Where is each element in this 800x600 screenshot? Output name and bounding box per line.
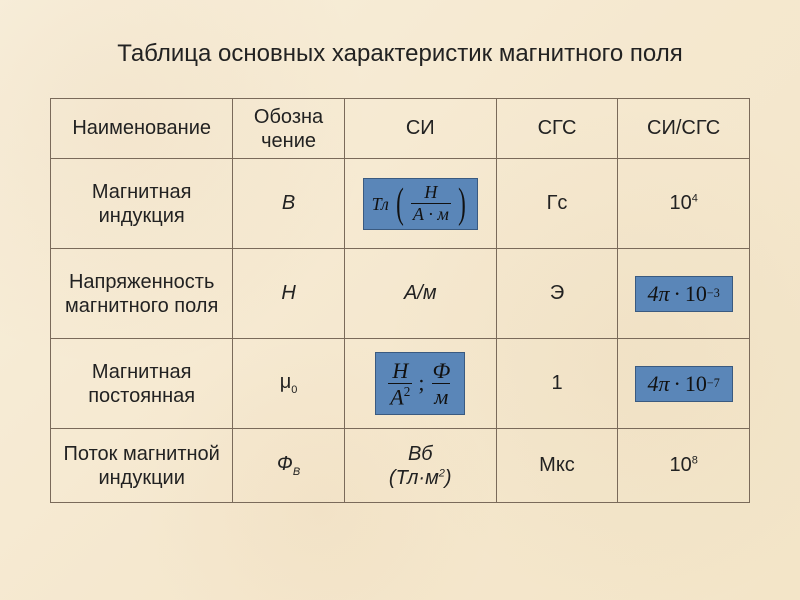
mu-ratio: 4π · 10−7 <box>618 339 750 429</box>
field-si-text: А/м <box>404 282 437 304</box>
flux-ratio-base: 10 <box>669 454 691 476</box>
induction-cgs: Гс <box>496 159 618 249</box>
mu-si-f1-den-exp: 2 <box>404 384 411 399</box>
induction-si-num: Н <box>422 183 439 203</box>
field-si: А/м <box>344 249 496 339</box>
field-ratio: 4π · 10−3 <box>618 249 750 339</box>
mu-ratio-badge: 4π · 10−7 <box>635 366 733 402</box>
flux-cgs: Мкс <box>496 429 618 503</box>
mu-ratio-exp: −7 <box>707 377 720 389</box>
mu-ratio-dot: · <box>670 373 685 395</box>
flux-si-l2: (Тл·м2) <box>351 466 490 490</box>
induction-si-den: А · м <box>411 203 451 224</box>
field-ratio-badge: 4π · 10−3 <box>635 276 733 312</box>
flux-si-open: ( <box>389 467 396 489</box>
col-header-si: СИ <box>344 99 496 159</box>
mu-si-sep: ; <box>418 372 424 394</box>
paren-open-icon: ( <box>396 183 404 225</box>
flux-si-unit: Тл·м <box>396 467 439 489</box>
field-symbol-text: H <box>281 282 295 304</box>
field-ratio-base: 10 <box>685 283 707 305</box>
induction-name-l2: индукция <box>57 204 226 228</box>
mu-si-frac1: Н А2 <box>388 359 412 409</box>
induction-name-l1: Магнитная <box>57 180 226 204</box>
field-ratio-dot: · <box>670 283 685 305</box>
induction-si-prefix: Тл <box>372 195 389 213</box>
mu-si: Н А2 ; Ф м <box>344 339 496 429</box>
field-cgs: Э <box>496 249 618 339</box>
mu-si-f1-den: А2 <box>388 383 412 408</box>
flux-si-l1: Вб <box>351 442 490 466</box>
field-name: Напряженность магнитного поля <box>51 249 233 339</box>
paren-close-icon: ) <box>458 183 466 225</box>
mu-symbol-sub: 0 <box>291 384 297 396</box>
field-name-l2: магнитного поля <box>57 294 226 318</box>
flux-symbol-sub: В <box>293 466 300 478</box>
field-ratio-coef: 4π <box>648 283 670 305</box>
col-header-name: Наименование <box>51 99 233 159</box>
flux-name-l2: индукции <box>57 466 226 490</box>
field-name-l1: Напряженность <box>57 270 226 294</box>
induction-si-badge: Тл ( Н А · м ) <box>363 178 478 230</box>
row-flux: Поток магнитной индукции ФВ Вб (Тл·м2) <box>51 429 750 503</box>
induction-si: Тл ( Н А · м ) <box>344 159 496 249</box>
mu-cgs: 1 <box>496 339 618 429</box>
mu-name-l1: Магнитная <box>57 360 226 384</box>
mu-symbol-main: μ <box>280 371 292 393</box>
flux-ratio: 108 <box>618 429 750 503</box>
induction-symbol-text: B <box>282 192 295 214</box>
field-ratio-exp: −3 <box>707 287 720 299</box>
row-induction: Магнитная индукция B Тл ( Н А · м <box>51 159 750 249</box>
flux-name-l1: Поток магнитной <box>57 442 226 466</box>
mu-si-frac2: Ф м <box>430 359 452 408</box>
page-title: Таблица основных характеристик магнитног… <box>50 40 750 68</box>
mu-si-badge: Н А2 ; Ф м <box>375 352 465 416</box>
induction-name: Магнитная индукция <box>51 159 233 249</box>
flux-si-close: ) <box>445 467 452 489</box>
induction-ratio: 104 <box>618 159 750 249</box>
magnetic-field-table: Наименование Обозна чение СИ СГС СИ/СГС … <box>50 98 750 503</box>
mu-ratio-coef: 4π <box>648 373 670 395</box>
flux-ratio-exp: 8 <box>692 454 698 466</box>
row-mu: Магнитная постоянная μ0 Н А2 <box>51 339 750 429</box>
induction-si-frac: Н А · м <box>411 183 451 224</box>
mu-si-f1-num: Н <box>390 359 410 383</box>
mu-symbol: μ0 <box>233 339 344 429</box>
mu-si-f2-den: м <box>432 383 450 408</box>
mu-name: Магнитная постоянная <box>51 339 233 429</box>
flux-symbol: ФВ <box>233 429 344 503</box>
flux-si: Вб (Тл·м2) <box>344 429 496 503</box>
header-row: Наименование Обозна чение СИ СГС СИ/СГС <box>51 99 750 159</box>
field-symbol: H <box>233 249 344 339</box>
flux-symbol-main: Ф <box>277 453 293 475</box>
induction-symbol: B <box>233 159 344 249</box>
induction-ratio-base: 10 <box>669 192 691 214</box>
mu-si-f2-num: Ф <box>430 359 452 383</box>
mu-name-l2: постоянная <box>57 384 226 408</box>
flux-name: Поток магнитной индукции <box>51 429 233 503</box>
mu-ratio-base: 10 <box>685 373 707 395</box>
induction-ratio-exp: 4 <box>692 192 698 204</box>
hdr-symbol-text: Обозна чение <box>254 106 323 152</box>
col-header-symbol: Обозна чение <box>233 99 344 159</box>
row-field-strength: Напряженность магнитного поля H А/м Э 4π… <box>51 249 750 339</box>
mu-si-f1-den-base: А <box>390 384 403 409</box>
col-header-ratio: СИ/СГС <box>618 99 750 159</box>
col-header-cgs: СГС <box>496 99 618 159</box>
